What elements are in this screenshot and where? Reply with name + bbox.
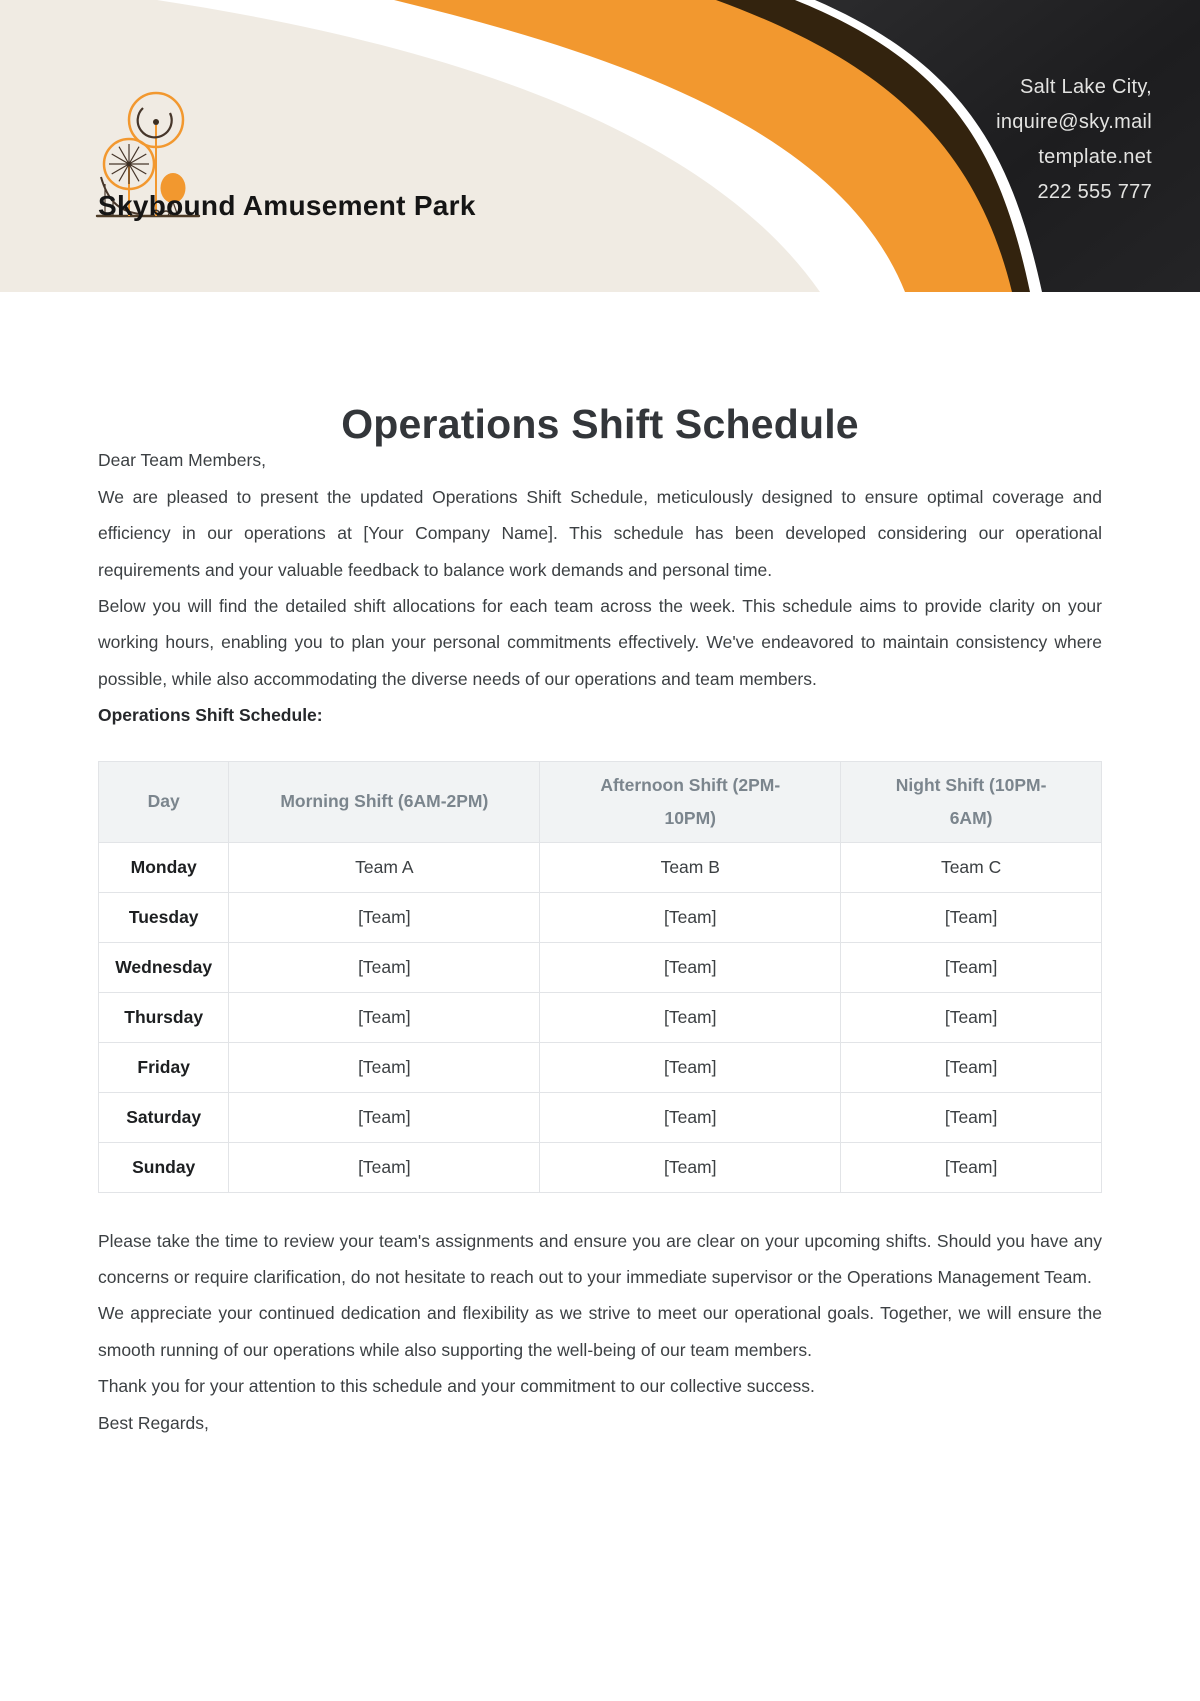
team-cell: Team B (539, 841, 842, 893)
document-body: Operations Shift Schedule Dear Team Memb… (0, 401, 1200, 1441)
team-cell: [Team] (228, 891, 541, 943)
day-cell: Saturday (97, 1091, 230, 1143)
team-cell: [Team] (228, 1141, 541, 1193)
team-cell: [Team] (840, 1041, 1102, 1093)
day-cell: Wednesday (97, 941, 230, 993)
closing-paragraph-1: Please take the time to review your team… (98, 1230, 1102, 1288)
page-header: Skybound Amusement Park Salt Lake City, … (0, 0, 1200, 292)
day-cell: Monday (97, 841, 230, 893)
intro-paragraph-1: We are pleased to present the updated Op… (98, 486, 1102, 580)
day-cell: Friday (97, 1041, 230, 1093)
contact-phone: 222 555 777 (1037, 181, 1152, 203)
table-row-saturday: Saturday [Team] [Team] [Team] (97, 1091, 1102, 1143)
column-header-morning-shift: Morning Shift (6AM-2PM) (228, 760, 541, 843)
shift-schedule-table: Day Morning Shift (6AM-2PM) Afternoon Sh… (97, 760, 1102, 1193)
team-cell: [Team] (539, 1091, 842, 1143)
closing-paragraph-3: Thank you for your attention to this sch… (98, 1376, 815, 1397)
amusement-park-logo (95, 91, 201, 218)
team-cell: [Team] (539, 1141, 842, 1193)
day-cell: Thursday (97, 991, 230, 1043)
day-cell: Sunday (97, 1141, 230, 1193)
team-cell: [Team] (840, 991, 1102, 1043)
team-cell: Team A (228, 841, 541, 893)
day-cell: Tuesday (97, 891, 230, 943)
team-cell: [Team] (228, 941, 541, 993)
column-header-afternoon-shift: Afternoon Shift (2PM-10PM) (539, 760, 842, 843)
page-title: Operations Shift Schedule (341, 401, 859, 447)
company-name: Skybound Amusement Park (98, 190, 476, 221)
header-curves-decoration (0, 0, 1200, 292)
table-row-thursday: Thursday [Team] [Team] [Team] (97, 991, 1102, 1043)
team-cell: [Team] (228, 1091, 541, 1143)
table-row-sunday: Sunday [Team] [Team] [Team] (97, 1141, 1102, 1193)
closing-block: Please take the time to review your team… (98, 1223, 1102, 1441)
column-header-day: Day (97, 760, 230, 843)
team-cell: [Team] (840, 1141, 1102, 1193)
team-cell: [Team] (840, 891, 1102, 943)
team-cell: [Team] (539, 1041, 842, 1093)
team-cell: Team C (840, 841, 1102, 893)
table-header-row: Day Morning Shift (6AM-2PM) Afternoon Sh… (97, 760, 1102, 843)
contact-email-part1: inquire@sky.mail (996, 111, 1152, 133)
column-header-night-shift: Night Shift (10PM-6AM) (840, 760, 1102, 843)
table-row-monday: Monday Team A Team B Team C (97, 841, 1102, 893)
table-row-tuesday: Tuesday [Team] [Team] [Team] (97, 891, 1102, 943)
team-cell: [Team] (228, 1041, 541, 1093)
contact-city: Salt Lake City, (1020, 76, 1152, 98)
team-cell: [Team] (539, 891, 842, 943)
intro-paragraph-2: Below you will find the detailed shift a… (98, 596, 1102, 689)
signoff: Best Regards, (98, 1412, 209, 1433)
table-row-friday: Friday [Team] [Team] [Team] (97, 1041, 1102, 1093)
contact-email-part2: template.net (1038, 146, 1152, 168)
team-cell: [Team] (840, 941, 1102, 993)
table-row-wednesday: Wednesday [Team] [Team] [Team] (97, 941, 1102, 993)
table-heading: Operations Shift Schedule: (98, 705, 323, 726)
closing-paragraph-2: We appreciate your continued dedication … (98, 1303, 1102, 1360)
team-cell: [Team] (228, 991, 541, 1043)
team-cell: [Team] (539, 941, 842, 993)
salutation: Dear Team Members, (98, 450, 266, 471)
team-cell: [Team] (840, 1091, 1102, 1143)
contact-info-block: Salt Lake City, inquire@sky.mail templat… (996, 70, 1152, 210)
team-cell: [Team] (539, 991, 842, 1043)
